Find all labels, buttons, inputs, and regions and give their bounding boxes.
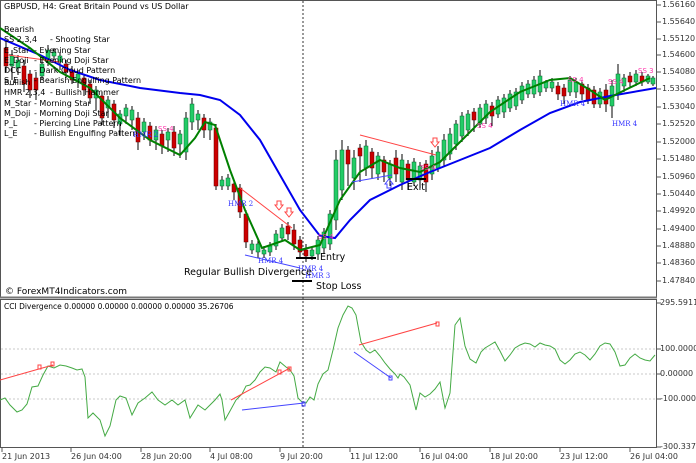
cci-tick: 0.00000 [660, 369, 694, 378]
legend-item: HMR 2,3,4- Bullish Hammer [4, 88, 120, 98]
price-tick: 1.52000 [662, 137, 696, 146]
price-tick: 1.55640 [662, 17, 696, 26]
legend-item: P_L - Piercing Line Pattern [4, 119, 122, 129]
price-tick: 1.54080 [662, 67, 696, 76]
price-tick: 1.53040 [662, 102, 696, 111]
price-tick: 1.49400 [662, 224, 696, 233]
cci-bear-divergence-1 [0, 364, 54, 381]
price-tick: 1.48360 [662, 258, 696, 267]
cci-gridlines [1, 348, 656, 400]
cci-tick: -100.00000 [660, 394, 696, 403]
pattern-label-shooting-star: SS 4 [158, 125, 174, 133]
price-tick: 1.51480 [662, 154, 696, 163]
pattern-label-shooting-star: SS 3 [638, 67, 654, 75]
pattern-label-hammer: HMR 4 [560, 100, 586, 108]
legend-item: L_E - Bullish Engulfing Pattern [4, 129, 138, 139]
pattern-label-hammer: HMR 2 [228, 200, 254, 208]
ma-slow-line [0, 37, 657, 240]
cci-bull-divergence-2 [353, 351, 392, 379]
cci-tick: 100.00000 [660, 344, 696, 353]
time-axis [1, 448, 631, 452]
cci-markers [37, 321, 440, 407]
legend-item: S_E - Bearish Engulfing Pattern [4, 76, 142, 86]
candlesticks [3, 40, 656, 262]
pattern-label-shooting-star: SS 4 [420, 164, 436, 172]
time-tick: 28 Jun 20:00 [141, 452, 192, 461]
legend-item: DCC - Dark Cloud Pattern [4, 66, 116, 76]
legend-bearish-title: Bearish [4, 25, 35, 34]
legend-item: M_Star - Morning Star [4, 98, 91, 108]
divergence-label: Regular Bullish Divergence [184, 267, 313, 278]
price-tick: 1.55120 [662, 34, 696, 43]
pattern-label-shooting-star: SS 4 [608, 78, 624, 86]
time-tick: 26 Jun 04:00 [71, 452, 122, 461]
time-tick: 11 Jul 12:00 [350, 452, 398, 461]
indicator-frame [0, 299, 657, 448]
chart-title: GBPUSD, H4: Great Britain Pound vs US Do… [4, 2, 189, 11]
pattern-label-hammer: HMR 4 [612, 120, 638, 128]
price-bear-divergence-2 [359, 134, 437, 156]
time-tick: 18 Jul 20:00 [490, 452, 538, 461]
cci-line [0, 305, 656, 438]
price-bear-divergence-0 [7, 54, 61, 63]
price-tick: 1.50960 [662, 172, 696, 181]
stop-loss-label: Stop Loss [316, 281, 362, 292]
entry-label: Entry [320, 252, 346, 263]
cci-bull-divergence-1 [241, 402, 305, 411]
arrow-icons [273, 137, 441, 218]
legend-item: E_Doji - Evening Doji Star [4, 55, 109, 65]
pattern-label-shooting-star: SS 4 [568, 76, 584, 84]
copyright-label: © ForexMT4Indicators.com [5, 287, 127, 297]
price-tick: 1.53560 [662, 84, 696, 93]
pattern-label-hammer: HMR 3 [305, 272, 331, 280]
cci-axis [657, 302, 661, 448]
time-tick: 4 Jul 08:00 [210, 452, 253, 461]
pattern-label-hammer: HMR 4 [258, 257, 284, 265]
ma-fast-line [0, 27, 651, 252]
price-tick: 1.48880 [662, 241, 696, 250]
price-tick: 1.52520 [662, 119, 696, 128]
pattern-label-hammer: HMR 4 [298, 265, 324, 273]
price-tick: 1.56160 [662, 0, 696, 9]
price-axis [657, 4, 661, 282]
cci-tick: -300.33740 [660, 442, 696, 451]
price-bear-divergence-1 [239, 187, 293, 229]
legend-item: M_Doji - Morning Doji Star [4, 108, 109, 118]
time-tick: 16 Jul 04:00 [420, 452, 468, 461]
legend-bullish: Bullish HMR 2,3,4- Bullish Hammer M_Star… [4, 78, 137, 140]
price-tick: 1.47840 [662, 276, 696, 285]
legend-bullish-title: Bullish [4, 78, 31, 87]
price-tick: 1.54600 [662, 50, 696, 59]
cci-title: CCI Divergence 0.00000 0.00000 0.00000 0… [4, 302, 234, 311]
pattern-label-shooting-star: SS 4 [318, 233, 334, 241]
time-tick: 21 Jun 2013 [2, 452, 51, 461]
exit-label: Exit [407, 182, 425, 193]
pattern-label-shooting-star: SS 4 [477, 122, 493, 130]
price-tick: 1.49920 [662, 206, 696, 215]
pattern-label-hammer: HMR 2 [133, 131, 159, 139]
price-tick: 1.50440 [662, 189, 696, 198]
legend-item: E_Star - Evening Star [4, 45, 91, 55]
price-bull-divergence-2 [351, 174, 393, 183]
cci-tick: 295.59115 [660, 298, 696, 307]
legend-item: SS 2,3,4- Shooting Star [4, 35, 110, 45]
time-tick: 23 Jul 12:00 [560, 452, 608, 461]
cci-bear-divergence-2 [230, 367, 291, 401]
time-tick: 9 Jul 20:00 [280, 452, 323, 461]
legend-bearish: Bearish SS 2,3,4- Shooting Star E_Star - … [4, 25, 141, 87]
cci-bear-divergence-3 [358, 322, 438, 346]
price-bull-divergence [244, 254, 301, 269]
time-tick: 26 Jul 04:00 [630, 452, 678, 461]
